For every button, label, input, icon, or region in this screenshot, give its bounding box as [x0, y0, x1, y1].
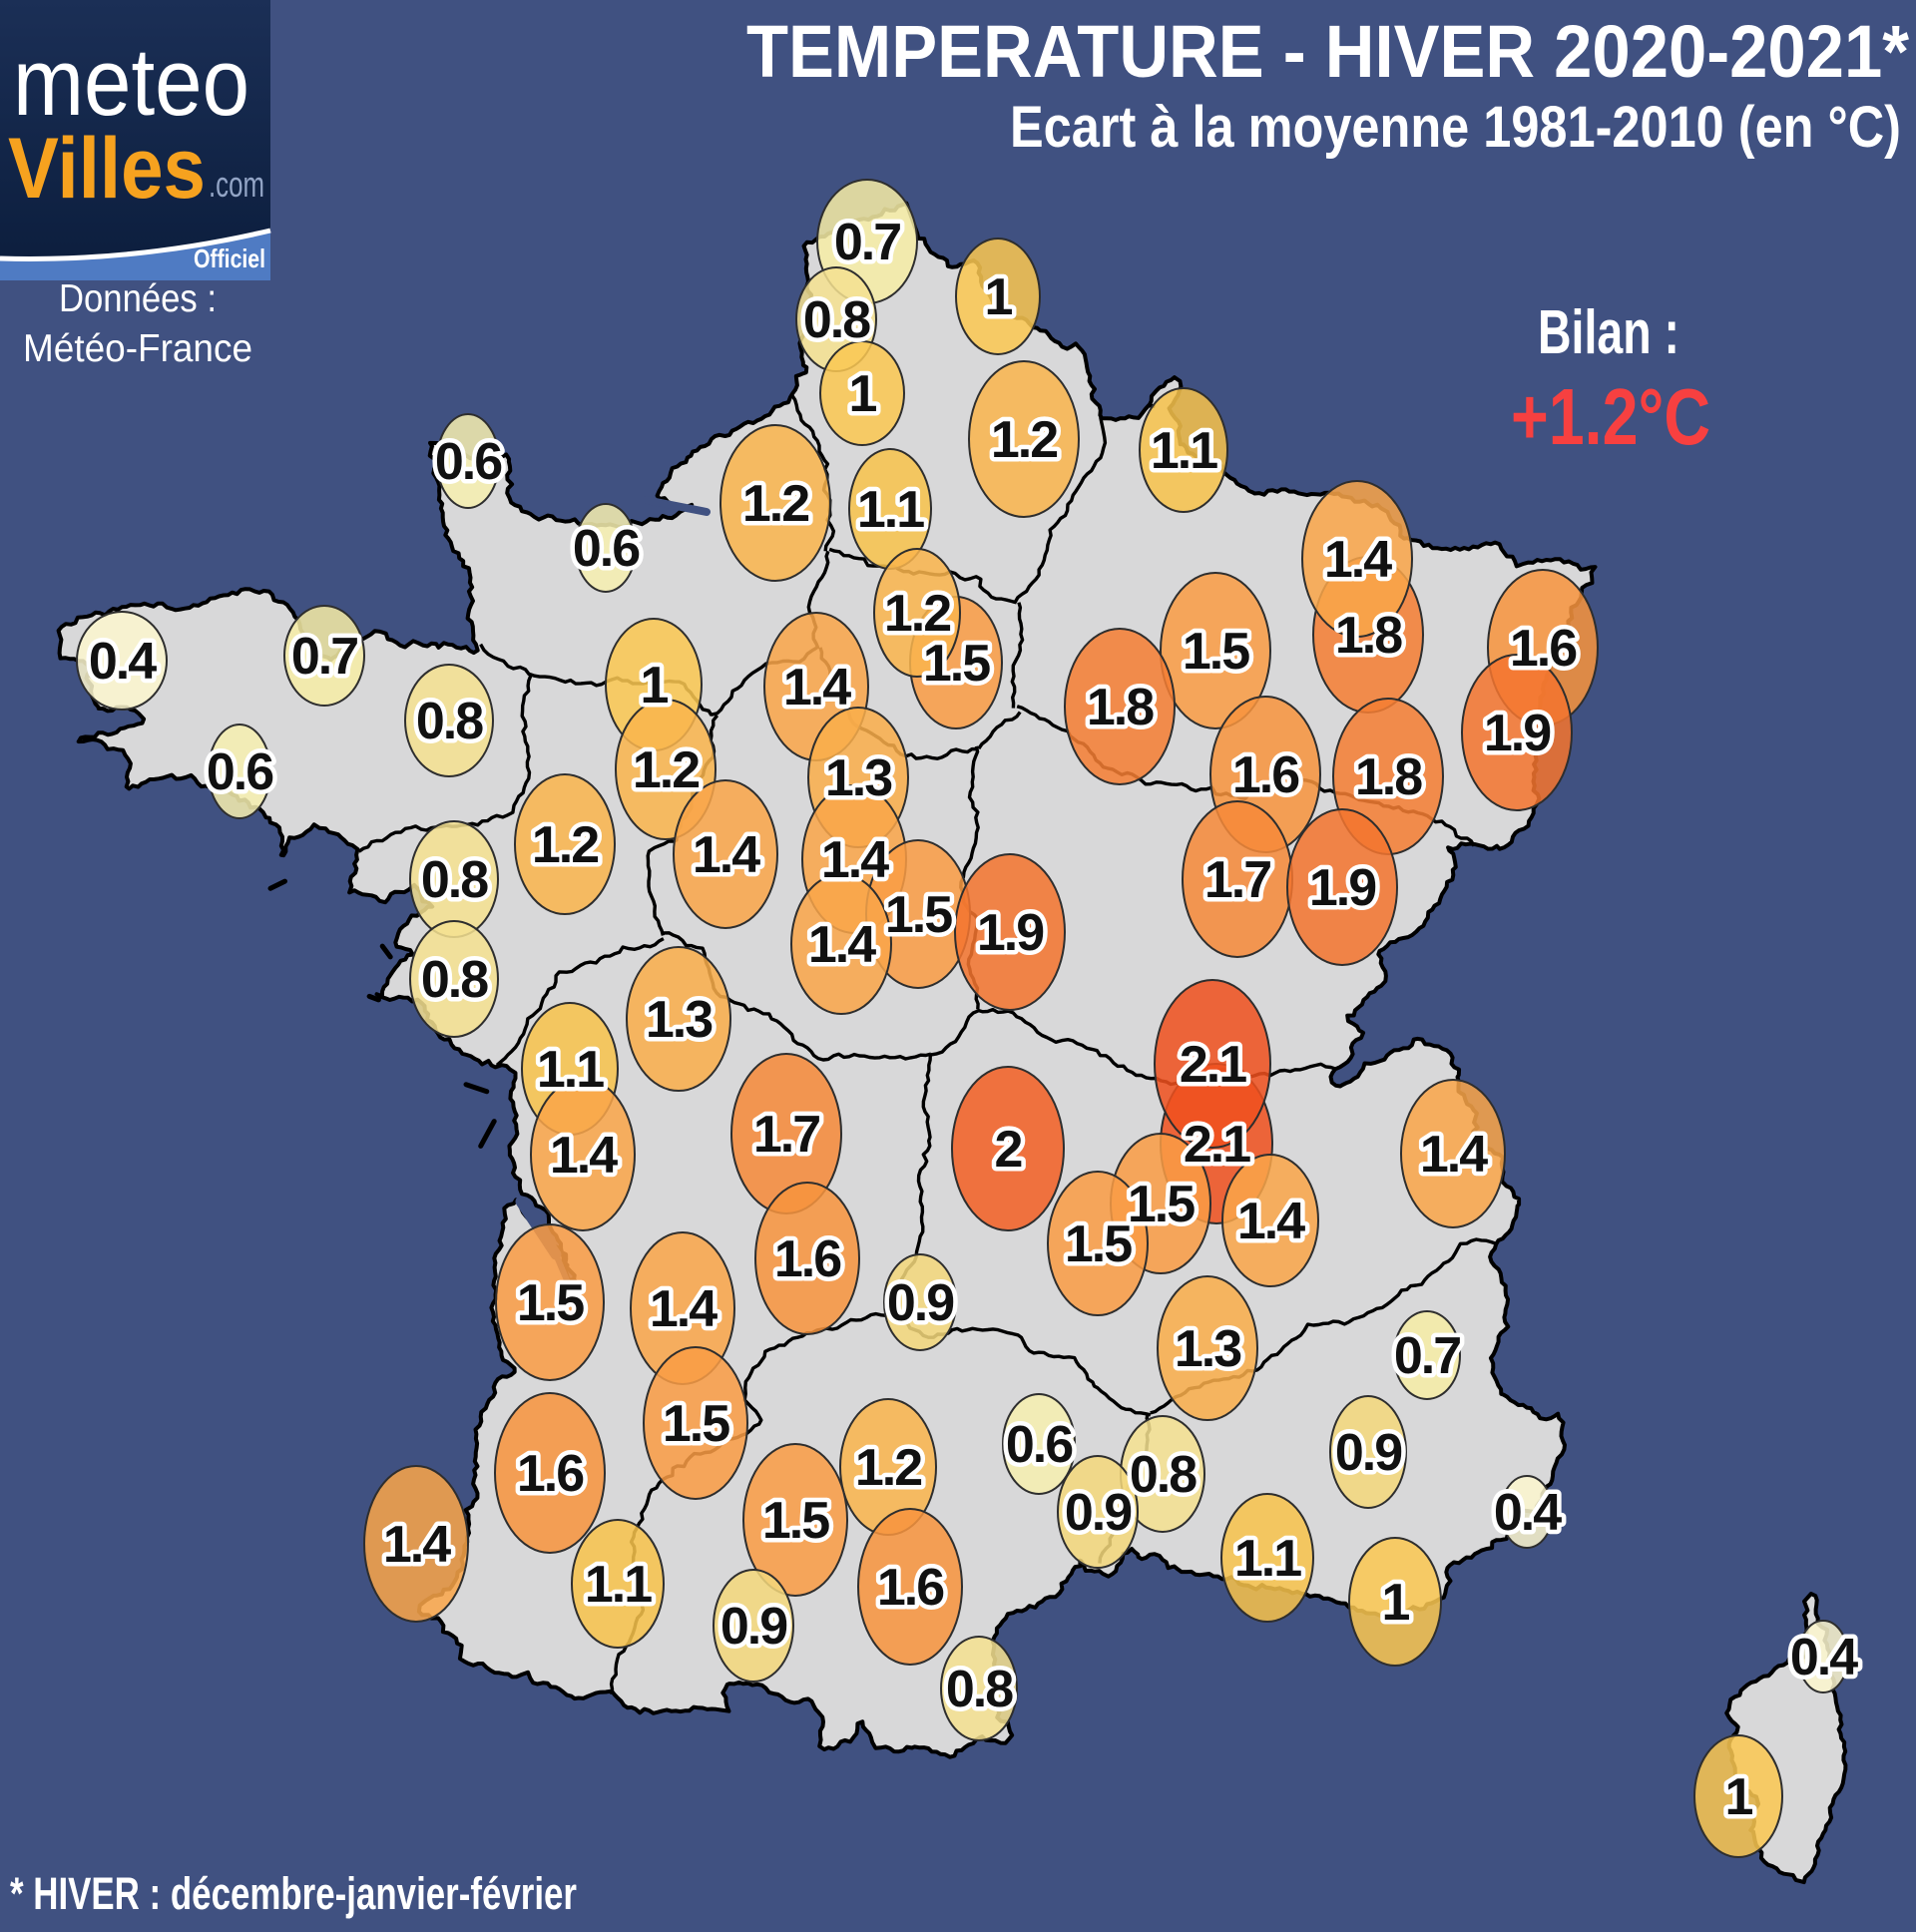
- svg-text:2.1: 2.1: [1180, 1036, 1246, 1094]
- svg-text:1.7: 1.7: [753, 1106, 819, 1164]
- svg-text:0.6: 0.6: [573, 520, 640, 578]
- svg-text:1.1: 1.1: [857, 481, 924, 539]
- svg-text:0.9: 0.9: [720, 1598, 786, 1656]
- svg-text:1.3: 1.3: [825, 749, 892, 807]
- svg-text:1.4: 1.4: [693, 826, 760, 884]
- svg-text:1.1: 1.1: [537, 1041, 604, 1099]
- svg-text:0.9: 0.9: [1335, 1424, 1401, 1482]
- svg-text:0.8: 0.8: [1130, 1446, 1197, 1504]
- svg-text:1.4: 1.4: [1420, 1126, 1488, 1184]
- svg-text:1.8: 1.8: [1335, 607, 1402, 665]
- svg-text:1: 1: [641, 657, 669, 715]
- svg-text:0.8: 0.8: [421, 951, 488, 1009]
- svg-text:1.2: 1.2: [742, 475, 808, 533]
- svg-text:2: 2: [995, 1121, 1022, 1179]
- svg-text:Ecart à la moyenne 1981-2010 (: Ecart à la moyenne 1981-2010 (en °C): [1010, 95, 1901, 160]
- svg-text:1.4: 1.4: [383, 1516, 451, 1574]
- svg-text:0.6: 0.6: [207, 743, 273, 801]
- svg-text:Villes: Villes: [8, 121, 206, 217]
- svg-text:0.7: 0.7: [291, 628, 357, 686]
- svg-text:1.4: 1.4: [821, 831, 889, 889]
- svg-text:0.8: 0.8: [803, 291, 870, 349]
- svg-text:1.5: 1.5: [885, 886, 952, 944]
- svg-text:Données :: Données :: [59, 277, 217, 320]
- svg-text:1.7: 1.7: [1204, 851, 1270, 909]
- svg-text:1.5: 1.5: [923, 635, 990, 693]
- svg-text:1.9: 1.9: [1484, 705, 1550, 762]
- svg-text:1.3: 1.3: [1175, 1320, 1241, 1378]
- svg-text:1.5: 1.5: [1065, 1215, 1132, 1273]
- svg-text:1.2: 1.2: [633, 741, 699, 799]
- svg-text:1.6: 1.6: [517, 1445, 584, 1503]
- svg-text:0.4: 0.4: [89, 633, 157, 691]
- svg-text:0.6: 0.6: [1006, 1416, 1073, 1474]
- svg-text:1: 1: [1725, 1768, 1753, 1826]
- svg-text:0.8: 0.8: [416, 693, 483, 750]
- svg-text:meteo: meteo: [13, 29, 249, 136]
- svg-text:1.4: 1.4: [1324, 531, 1392, 589]
- svg-text:1.4: 1.4: [1237, 1193, 1305, 1250]
- svg-text:0.9: 0.9: [887, 1274, 953, 1332]
- svg-text:1.5: 1.5: [762, 1492, 829, 1550]
- svg-text:1.6: 1.6: [877, 1559, 944, 1617]
- svg-text:1.1: 1.1: [1234, 1530, 1301, 1588]
- svg-text:1.6: 1.6: [1510, 620, 1577, 678]
- svg-text:Bilan :: Bilan :: [1538, 298, 1679, 367]
- svg-text:0.4: 0.4: [1494, 1484, 1562, 1542]
- svg-text:Officiel: Officiel: [194, 243, 265, 273]
- svg-text:1.6: 1.6: [1232, 746, 1299, 804]
- svg-text:TEMPERATURE - HIVER 2020-2021*: TEMPERATURE - HIVER 2020-2021*: [746, 10, 1909, 93]
- svg-text:0.8: 0.8: [421, 851, 488, 909]
- svg-text:.com: .com: [209, 164, 264, 205]
- svg-text:1.1: 1.1: [1151, 422, 1217, 480]
- svg-text:* HIVER : décembre-janvier-fév: * HIVER : décembre-janvier-février: [10, 1868, 577, 1919]
- svg-text:1.4: 1.4: [783, 659, 851, 717]
- svg-text:Météo-France: Météo-France: [23, 327, 252, 370]
- svg-text:1.9: 1.9: [1309, 859, 1375, 917]
- svg-text:1.2: 1.2: [532, 816, 598, 874]
- svg-text:+1.2°C: +1.2°C: [1511, 372, 1710, 461]
- svg-text:1.4: 1.4: [650, 1280, 718, 1338]
- svg-text:1.2: 1.2: [884, 585, 950, 643]
- svg-text:1.5: 1.5: [517, 1274, 584, 1332]
- svg-text:1.4: 1.4: [550, 1127, 618, 1185]
- svg-text:1: 1: [985, 268, 1013, 326]
- svg-text:1.6: 1.6: [774, 1230, 841, 1288]
- svg-text:1.5: 1.5: [1128, 1176, 1195, 1233]
- svg-text:1: 1: [849, 365, 877, 423]
- svg-text:1.8: 1.8: [1355, 748, 1422, 806]
- svg-text:1.1: 1.1: [585, 1556, 652, 1614]
- svg-text:1.3: 1.3: [646, 991, 713, 1049]
- svg-text:1.9: 1.9: [977, 904, 1043, 962]
- svg-text:1: 1: [1382, 1574, 1410, 1632]
- svg-text:1.8: 1.8: [1087, 679, 1154, 736]
- svg-text:1.2: 1.2: [855, 1439, 921, 1497]
- svg-text:0.8: 0.8: [946, 1661, 1013, 1718]
- svg-text:0.7: 0.7: [1394, 1327, 1460, 1385]
- svg-text:2.1: 2.1: [1184, 1116, 1250, 1174]
- svg-text:0.7: 0.7: [834, 214, 900, 271]
- svg-text:0.6: 0.6: [435, 433, 502, 491]
- svg-text:1.2: 1.2: [991, 411, 1057, 469]
- svg-text:0.9: 0.9: [1065, 1484, 1131, 1542]
- svg-text:1.5: 1.5: [663, 1395, 729, 1453]
- svg-text:1.5: 1.5: [1183, 623, 1249, 681]
- svg-text:0.4: 0.4: [1790, 1629, 1858, 1687]
- svg-text:1.4: 1.4: [808, 916, 876, 974]
